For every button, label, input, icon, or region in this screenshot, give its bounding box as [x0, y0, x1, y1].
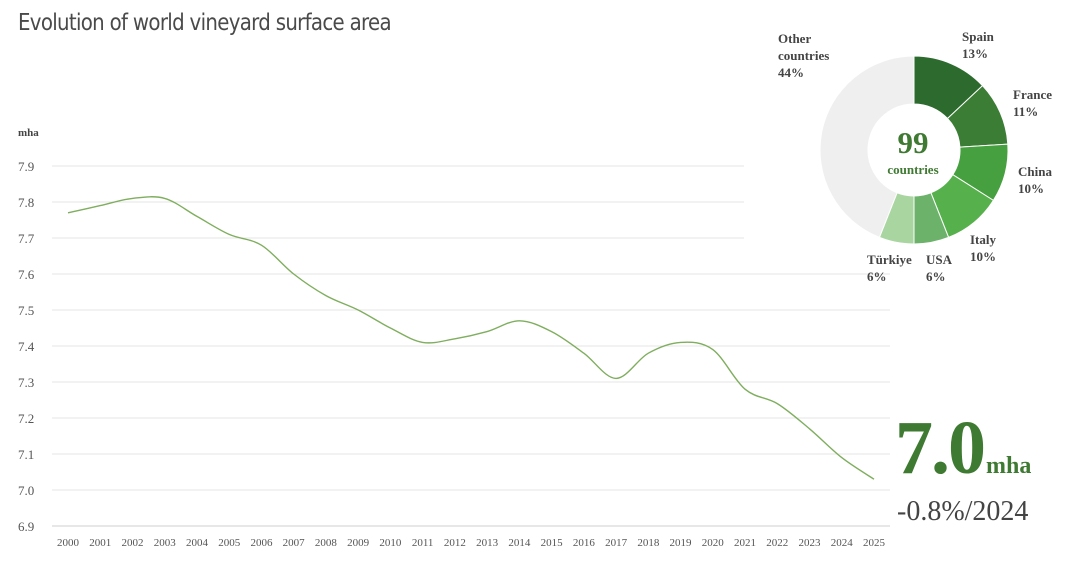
x-tick-label: 2002 — [121, 537, 143, 549]
x-tick-label: 2024 — [831, 537, 854, 549]
x-tick-label: 2004 — [186, 537, 209, 549]
donut-label-usa: USA 6% — [926, 251, 952, 285]
y-tick-label: 7.8 — [18, 195, 34, 210]
slice-name: Italy — [970, 232, 996, 247]
x-tick-label: 2022 — [766, 537, 788, 549]
donut-label-china: China 10% — [1018, 163, 1052, 197]
y-tick-label: 7.5 — [18, 303, 34, 318]
y-tick-label: 7.9 — [18, 159, 34, 174]
y-tick-label: 7.4 — [18, 339, 35, 354]
x-tick-label: 2005 — [218, 537, 241, 549]
x-tick-label: 2017 — [605, 537, 628, 549]
slice-name: Spain — [962, 29, 994, 44]
slice-name: USA — [926, 252, 953, 267]
x-tick-label: 2015 — [541, 537, 564, 549]
slice-name: China — [1018, 164, 1052, 179]
slice-percent: 11% — [1013, 104, 1039, 119]
x-tick-label: 2008 — [315, 537, 338, 549]
donut-label-turkiye: Türkiye 6% — [867, 251, 912, 285]
x-tick-label: 2014 — [508, 537, 531, 549]
slice-percent: 6% — [867, 269, 887, 284]
x-tick-label: 2011 — [412, 537, 434, 549]
slice-percent: 13% — [962, 46, 988, 61]
slice-percent: 10% — [970, 249, 996, 264]
y-tick-label: 6.9 — [18, 519, 34, 534]
x-tick-label: 2020 — [702, 537, 725, 549]
x-tick-label: 2007 — [283, 537, 306, 549]
chart-title: Evolution of world vineyard surface area — [18, 10, 392, 36]
kpi-value: 7.0 — [895, 406, 986, 490]
y-tick-label: 7.0 — [18, 483, 34, 498]
x-tick-label: 2009 — [347, 537, 370, 549]
slice-percent: 10% — [1018, 181, 1044, 196]
x-tick-label: 2016 — [573, 537, 596, 549]
x-tick-label: 2018 — [637, 537, 660, 549]
kpi-unit: mha — [986, 453, 1032, 479]
x-tick-label: 2010 — [379, 537, 402, 549]
slice-name: Other countries — [778, 31, 830, 63]
donut-label-france: France 11% — [1013, 86, 1052, 120]
x-tick-label: 2001 — [89, 537, 111, 549]
kpi-current-surface: 7.0mha — [895, 410, 1031, 486]
slice-percent: 44% — [778, 65, 804, 80]
x-tick-label: 2019 — [670, 537, 693, 549]
slice-name: France — [1013, 87, 1052, 102]
x-tick-label: 2023 — [799, 537, 822, 549]
x-tick-label: 2025 — [863, 537, 886, 549]
series-line — [67, 196, 875, 480]
donut-label-italy: Italy 10% — [970, 231, 996, 265]
slice-name: Türkiye — [867, 252, 912, 267]
x-tick-label: 2021 — [734, 537, 756, 549]
donut-label-other: Other countries 44% — [778, 30, 858, 81]
y-tick-label: 7.1 — [18, 447, 34, 462]
x-tick-label: 2012 — [444, 537, 466, 549]
x-tick-label: 2013 — [476, 537, 499, 549]
x-tick-label: 2003 — [154, 537, 177, 549]
y-tick-label: 7.2 — [18, 411, 34, 426]
donut-label-spain: Spain 13% — [962, 28, 994, 62]
y-tick-label: 7.3 — [18, 375, 34, 390]
y-axis-unit-label: mha — [18, 127, 39, 139]
x-tick-label: 2006 — [250, 537, 273, 549]
y-tick-label: 7.6 — [18, 267, 35, 282]
y-tick-label: 7.7 — [18, 231, 35, 246]
slice-percent: 6% — [926, 269, 946, 284]
x-tick-label: 2000 — [57, 537, 80, 549]
kpi-change: -0.8%/2024 — [897, 496, 1029, 527]
